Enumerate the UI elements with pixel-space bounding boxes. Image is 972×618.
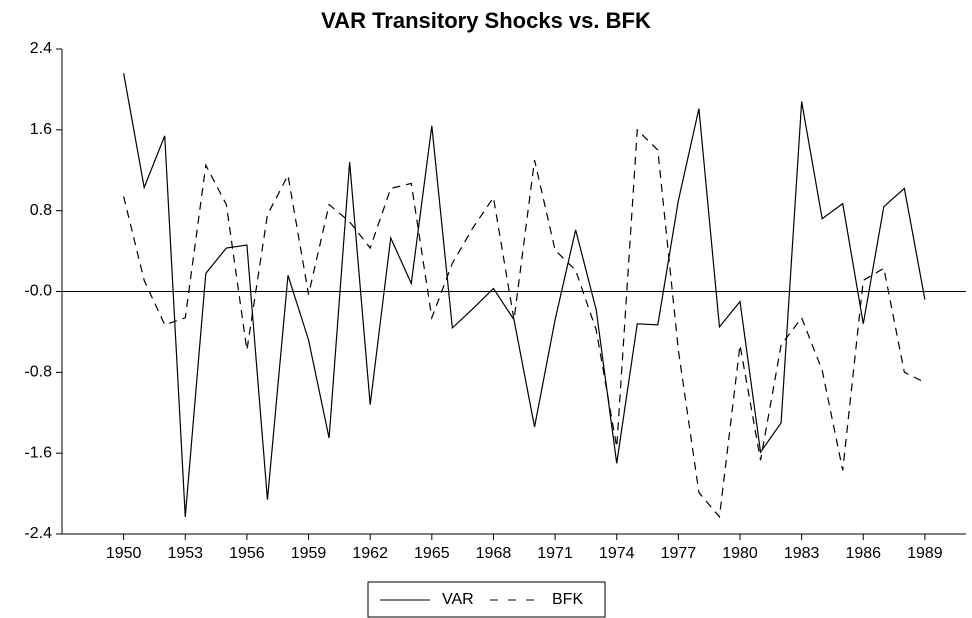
legend-label: BFK: [552, 591, 583, 608]
x-tick-label: 1983: [784, 545, 820, 562]
y-tick-label: 0.8: [30, 202, 52, 219]
series-line: [123, 128, 926, 519]
x-tick-label: 1980: [722, 545, 758, 562]
x-tick-label: 1977: [661, 545, 697, 562]
x-tick-label: 1974: [599, 545, 635, 562]
x-tick-label: 1950: [106, 545, 142, 562]
chart-title: VAR Transitory Shocks vs. BFK: [321, 8, 651, 33]
x-tick-label: 1953: [167, 545, 203, 562]
x-tick-label: 1959: [291, 545, 327, 562]
x-tick-label: 1968: [476, 545, 512, 562]
y-tick-label: -1.6: [24, 444, 52, 461]
x-tick-label: 1962: [352, 545, 388, 562]
series-line: [123, 73, 926, 517]
x-tick-label: 1971: [537, 545, 573, 562]
y-tick-label: -0.0: [24, 283, 52, 300]
y-tick-label: -2.4: [24, 525, 52, 542]
y-tick-label: -0.8: [24, 364, 52, 381]
x-tick-label: 1965: [414, 545, 450, 562]
legend-label: VAR: [442, 591, 474, 608]
x-tick-label: 1989: [907, 545, 943, 562]
y-tick-label: 2.4: [30, 40, 52, 57]
x-tick-label: 1986: [845, 545, 881, 562]
y-tick-label: 1.6: [30, 121, 52, 138]
x-tick-label: 1956: [229, 545, 265, 562]
